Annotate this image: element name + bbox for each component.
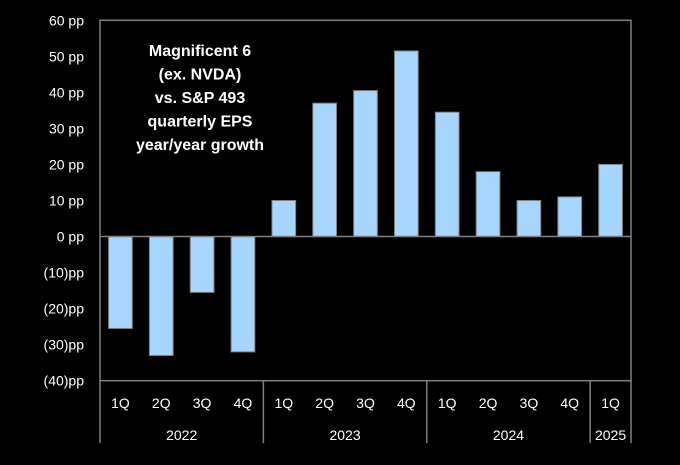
chart-title: Magnificent 6 (ex. NVDA) vs. S&P 493 quarte… xyxy=(136,43,264,154)
year-group-label: 2022 xyxy=(166,427,197,443)
x-axis-labels: 1Q 2Q 3Q 4Q 1Q 2Q 3Q 4Q 1Q 2Q 3Q 4Q 1Q xyxy=(111,395,620,411)
x-tick-label: 4Q xyxy=(560,395,579,411)
x-tick-label: 1Q xyxy=(111,395,130,411)
bar xyxy=(394,50,419,238)
x-tick-label: 2Q xyxy=(152,395,171,411)
y-tick-label: 20 pp xyxy=(49,156,84,172)
y-tick-label: 0 pp xyxy=(57,229,84,245)
bar xyxy=(557,196,583,238)
title-line: Magnificent 6 xyxy=(149,43,251,60)
year-group-label: 2025 xyxy=(595,427,626,443)
y-axis-labels: 60 pp 50 pp 40 pp 30 pp 20 pp 10 pp 0 pp (10)pp… xyxy=(44,12,85,388)
x-tick-label: 2Q xyxy=(479,395,498,411)
x-tick-label: 2Q xyxy=(315,395,334,411)
x-axis-year-groups: 2022 2023 2024 2025 xyxy=(99,380,632,443)
x-tick-label: 4Q xyxy=(234,395,253,411)
bar xyxy=(434,111,460,238)
bar xyxy=(516,200,542,238)
x-tick-label: 1Q xyxy=(274,395,293,411)
bar xyxy=(148,236,174,356)
y-tick-label: (20)pp xyxy=(44,301,85,317)
y-tick-label: 50 pp xyxy=(49,48,84,64)
bar xyxy=(312,102,337,238)
bar xyxy=(189,236,215,293)
plot-frame xyxy=(99,19,632,382)
bar xyxy=(271,200,297,238)
y-tick-label: 30 pp xyxy=(49,120,84,136)
title-line: quarterly EPS xyxy=(148,114,253,131)
y-tick-label: 60 pp xyxy=(49,12,84,28)
y-tick-label: 10 pp xyxy=(49,193,84,209)
y-tick-label: 40 pp xyxy=(49,84,84,100)
y-tick-label: (40)pp xyxy=(44,373,85,389)
x-tick-label: 3Q xyxy=(520,395,539,411)
bar xyxy=(475,171,501,238)
y-tick-label: (30)pp xyxy=(44,337,85,353)
x-tick-label: 4Q xyxy=(397,395,416,411)
y-tick-label: (10)pp xyxy=(44,265,85,281)
x-tick-label: 1Q xyxy=(438,395,457,411)
bar xyxy=(353,90,378,238)
bar xyxy=(598,163,623,238)
title-line: vs. S&P 493 xyxy=(155,90,246,107)
bar xyxy=(230,236,256,353)
x-tick-label: 3Q xyxy=(193,395,212,411)
year-group-label: 2024 xyxy=(493,427,524,443)
bar xyxy=(108,236,133,329)
x-tick-label: 1Q xyxy=(601,395,620,411)
title-line: year/year growth xyxy=(136,137,264,154)
year-group-label: 2023 xyxy=(329,427,360,443)
title-line: (ex. NVDA) xyxy=(159,67,242,84)
x-tick-label: 3Q xyxy=(356,395,375,411)
bars-group xyxy=(108,50,623,356)
